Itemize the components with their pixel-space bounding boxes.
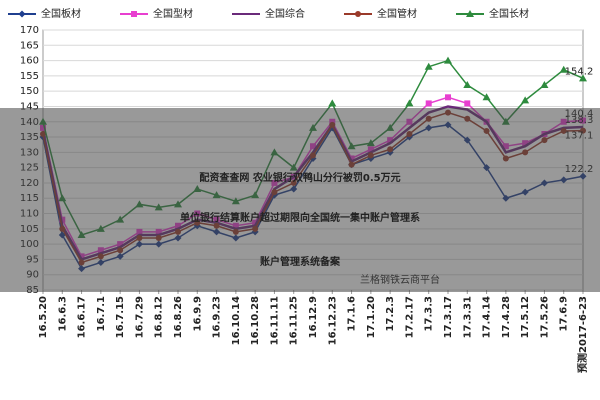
legend-marker <box>466 10 474 17</box>
x-tick-label: 17.2.17 <box>404 296 415 338</box>
legend-label: 全国型材 <box>153 7 193 20</box>
x-tick-label: 预测2017-6-23 <box>576 296 589 373</box>
x-tick-label: 16.12.23 <box>327 296 338 345</box>
point <box>425 100 432 107</box>
x-tick-label: 16.6.3 <box>57 296 68 331</box>
point <box>405 99 414 107</box>
y-tick-label: 170 <box>20 25 39 36</box>
point <box>482 93 491 101</box>
legend-marker <box>355 11 361 17</box>
banner-text: 单位银行结算账户超过期限向全国统一集中账户管理系 <box>180 211 420 224</box>
x-tick-label: 17.2.3 <box>385 296 396 331</box>
point <box>579 74 587 82</box>
x-tick-label: 16.12.9 <box>308 296 319 338</box>
x-tick-label: 17.4.14 <box>482 296 493 338</box>
point <box>540 81 549 89</box>
x-tick-label: 16.9.23 <box>212 296 223 338</box>
point <box>424 62 433 70</box>
x-tick-label: 16.5.20 <box>38 296 49 338</box>
x-tick-label: 16.7.29 <box>134 296 145 338</box>
x-tick-label: 16.11.25 <box>289 296 300 345</box>
y-tick-label: 150 <box>20 86 39 97</box>
x-tick-label: 17.5.26 <box>539 296 550 338</box>
y-tick-label: 155 <box>20 71 39 82</box>
x-tick-label: 17.6.9 <box>559 296 570 331</box>
legend-label: 全国板材 <box>41 7 81 20</box>
x-tick-label: 16.9.9 <box>192 296 203 331</box>
x-tick-label: 16.10.28 <box>250 296 261 345</box>
x-tick-label: 16.8.26 <box>173 296 184 338</box>
legend-marker <box>18 10 26 18</box>
y-tick-label: 165 <box>20 40 39 51</box>
banner-text: 账户管理系统备案 <box>260 255 341 268</box>
x-tick-label: 17.5.12 <box>520 296 531 338</box>
x-tick-label: 16.7.15 <box>115 296 126 338</box>
banner-text: 配资查查网 农业银行双鸭山分行被罚0.5万元 <box>199 171 400 184</box>
x-tick-label: 17.3.17 <box>443 296 454 338</box>
legend-label: 全国长材 <box>489 7 529 20</box>
x-tick-label: 16.10.14 <box>231 296 242 345</box>
point <box>328 99 337 107</box>
legend-label: 全国综合 <box>265 7 305 20</box>
x-tick-label: 16.11.11 <box>269 296 280 345</box>
x-tick-label: 17.3.31 <box>462 296 473 338</box>
x-tick-label: 17.1.6 <box>347 296 358 331</box>
x-tick-label: 16.8.12 <box>154 296 165 338</box>
point <box>444 56 452 64</box>
y-tick-label: 145 <box>20 101 39 112</box>
point <box>463 81 472 89</box>
legend-label: 全国管材 <box>377 7 417 20</box>
banner <box>0 108 600 292</box>
legend-marker <box>131 11 137 17</box>
x-tick-label: 17.4.28 <box>501 296 512 338</box>
x-tick-label: 17.1.20 <box>366 296 377 338</box>
y-tick-label: 160 <box>20 56 39 67</box>
x-tick-label: 16.6.17 <box>77 296 88 338</box>
point <box>445 94 451 101</box>
data-label: 154.2 <box>565 66 594 77</box>
point <box>464 100 471 107</box>
x-tick-label: 16.7.1 <box>96 296 107 331</box>
point <box>521 96 530 104</box>
point <box>559 65 568 73</box>
x-tick-label: 17.3.3 <box>424 296 435 331</box>
